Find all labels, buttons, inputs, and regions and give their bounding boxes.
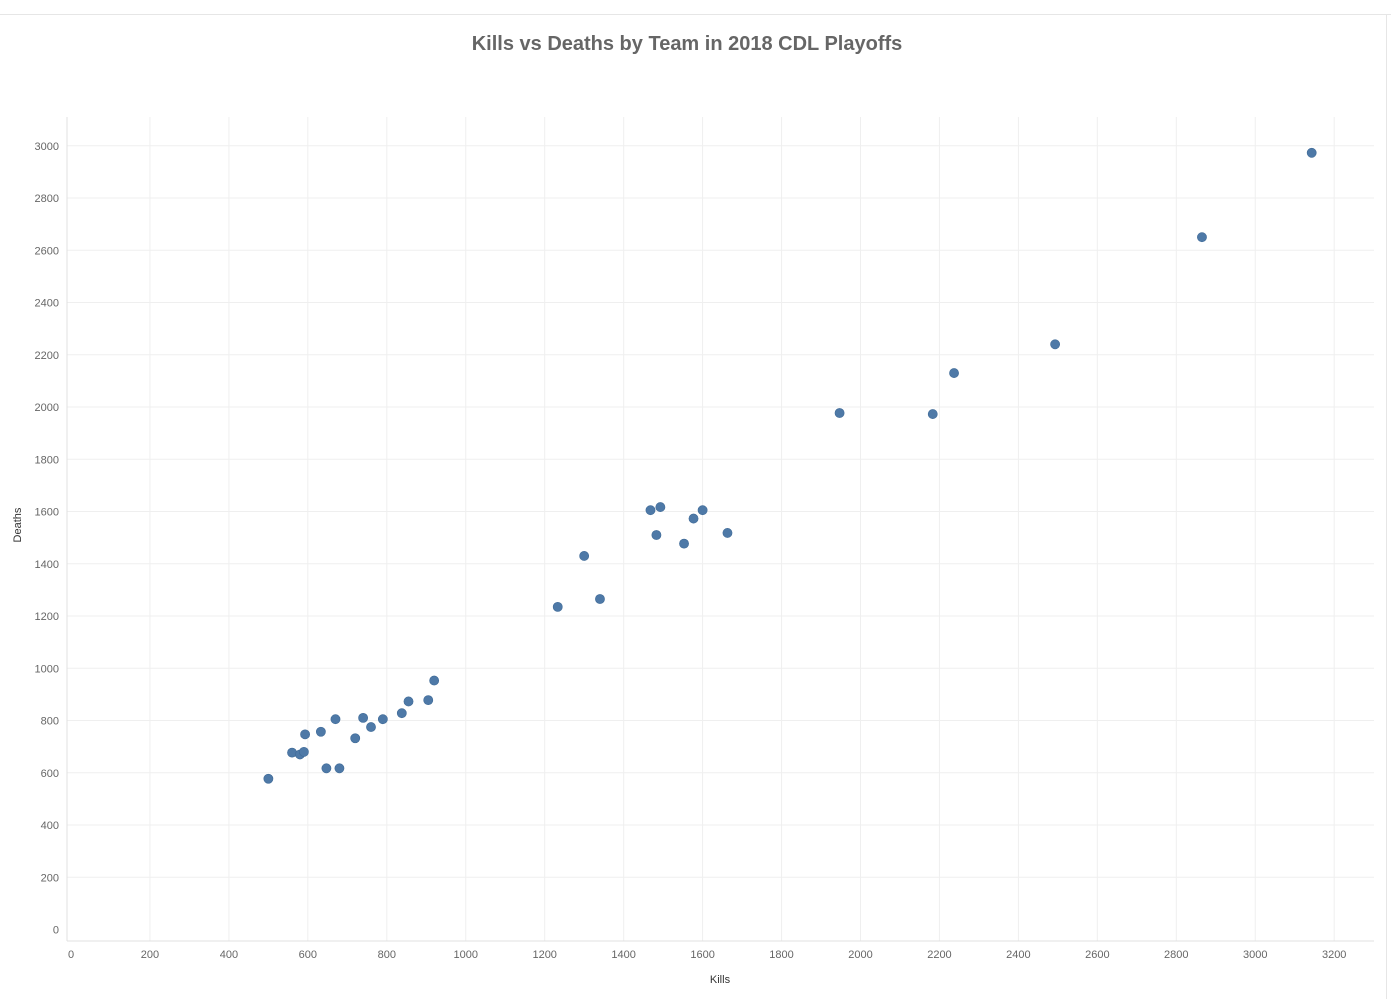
- x-tick-label: 1200: [532, 949, 556, 961]
- y-tick-label: 1800: [35, 454, 59, 466]
- data-point[interactable]: [1197, 232, 1207, 243]
- x-tick-label: 1000: [454, 949, 478, 961]
- x-tick-label: 2200: [927, 949, 951, 961]
- data-point[interactable]: [423, 695, 434, 706]
- y-tick-label: 1600: [35, 507, 59, 519]
- y-tick-label: 2400: [35, 298, 59, 310]
- data-point[interactable]: [330, 714, 341, 725]
- data-point[interactable]: [334, 763, 345, 774]
- x-tick-label: 2600: [1085, 949, 1109, 961]
- chart-title: Kills vs Deaths by Team in 2018 CDL Play…: [471, 33, 903, 55]
- x-tick-label: 600: [299, 949, 317, 961]
- data-point[interactable]: [645, 505, 656, 516]
- data-point[interactable]: [366, 722, 376, 732]
- x-tick-label: 2000: [848, 949, 872, 961]
- data-point[interactable]: [722, 528, 733, 538]
- y-tick-label: 2000: [35, 402, 59, 414]
- data-point[interactable]: [651, 530, 662, 540]
- x-tick-label: 1800: [769, 949, 793, 961]
- right-border: [1386, 14, 1387, 999]
- data-point[interactable]: [688, 513, 699, 524]
- data-point[interactable]: [263, 773, 274, 784]
- x-axis-title: Kills: [710, 974, 731, 986]
- x-tick-label: 1600: [690, 949, 714, 961]
- y-tick-label: 1200: [35, 611, 59, 623]
- y-tick-label: 800: [41, 716, 59, 728]
- y-tick-label: 400: [41, 820, 59, 832]
- x-tick-label: 400: [220, 949, 238, 961]
- data-point[interactable]: [949, 368, 959, 378]
- data-point[interactable]: [300, 729, 310, 740]
- data-point[interactable]: [1050, 339, 1061, 350]
- y-axis-title: Deaths: [12, 507, 24, 542]
- data-point[interactable]: [358, 712, 369, 723]
- data-point[interactable]: [655, 502, 666, 512]
- tick-labels: 0 200 400 600 800 1000 1200 1400 1600 1800 2000 220…: [35, 141, 1347, 961]
- data-point[interactable]: [350, 733, 361, 744]
- data-point[interactable]: [927, 409, 938, 419]
- data-point[interactable]: [697, 505, 708, 516]
- data-point[interactable]: [1306, 147, 1317, 158]
- top-border: [0, 0, 1391, 15]
- data-point[interactable]: [429, 675, 440, 686]
- data-point[interactable]: [552, 601, 563, 612]
- x-tick-label: 3000: [1243, 949, 1267, 961]
- x-tick-label: 1400: [611, 949, 635, 961]
- x-tick-label: 2800: [1164, 949, 1188, 961]
- data-point[interactable]: [396, 708, 407, 719]
- y-tick-label: 2200: [35, 350, 59, 362]
- x-tick-label: 3200: [1322, 949, 1346, 961]
- x-tick-label: 2400: [1006, 949, 1030, 961]
- y-tick-label: 600: [41, 768, 59, 780]
- y-tick-label: 0: [53, 925, 59, 937]
- x-tick-label: 200: [141, 949, 159, 961]
- data-point[interactable]: [299, 746, 309, 757]
- y-tick-label: 1400: [35, 559, 59, 571]
- data-point[interactable]: [595, 594, 605, 604]
- y-tick-label: 2600: [35, 245, 59, 257]
- data-point[interactable]: [377, 714, 388, 725]
- y-tick-label: 3000: [35, 141, 59, 153]
- data-point[interactable]: [321, 763, 332, 774]
- x-tick-label: 0: [68, 949, 74, 961]
- y-tick-label: 2800: [35, 193, 59, 205]
- data-point[interactable]: [579, 551, 590, 561]
- data-point[interactable]: [403, 696, 414, 707]
- data-point[interactable]: [834, 408, 845, 418]
- data-point[interactable]: [315, 726, 326, 737]
- grid-lines: [67, 117, 1374, 941]
- x-tick-label: 800: [378, 949, 396, 961]
- y-tick-label: 200: [41, 872, 59, 884]
- data-points: [263, 147, 1317, 784]
- y-tick-label: 1000: [35, 663, 59, 675]
- axes: [66, 117, 1374, 942]
- data-point[interactable]: [679, 538, 689, 549]
